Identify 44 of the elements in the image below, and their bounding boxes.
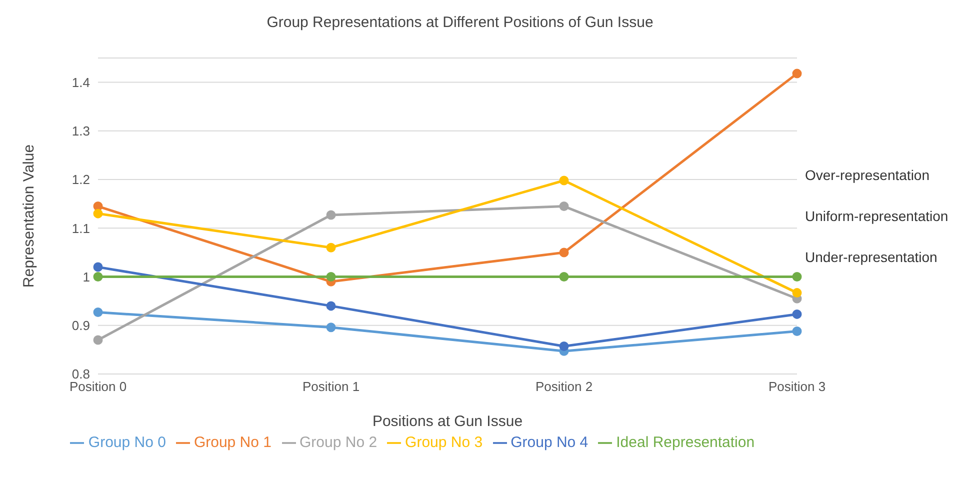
point [559, 272, 569, 282]
point [326, 210, 336, 220]
legend-label: Group No 0 [88, 434, 166, 451]
x-tick-label: Position 3 [768, 379, 826, 394]
y-tick-label: 1.4 [72, 74, 90, 90]
text: Uniform-representation [805, 207, 948, 226]
point [326, 322, 336, 332]
legend-label: Group No 2 [300, 434, 378, 451]
text: Over-representation [805, 166, 930, 185]
point [792, 309, 802, 319]
y-tick-label: 0.9 [72, 318, 90, 333]
x-tick-label: Position 1 [302, 379, 360, 394]
point [559, 342, 569, 352]
y-tick-label: 1.1 [72, 220, 90, 236]
legend-label: Group No 1 [194, 434, 272, 451]
y-tick-label: 1.2 [72, 172, 90, 188]
point [93, 208, 103, 218]
y-tick-label: 0.8 [72, 366, 90, 382]
legend-label: Group No 4 [510, 434, 588, 451]
x-tick-label: Position 2 [535, 379, 593, 394]
text: Under-representation [805, 248, 938, 268]
point [93, 262, 103, 272]
point [326, 301, 336, 311]
legend-label: Ideal Representation [616, 434, 755, 451]
legend-label: Group No 3 [405, 434, 483, 451]
point [559, 248, 569, 258]
point [792, 68, 802, 78]
point [792, 272, 802, 282]
point [792, 326, 802, 336]
point [326, 272, 336, 282]
point [93, 272, 103, 282]
chart-title: Group Representations at Different Positions of Gun Issue [266, 13, 654, 33]
point [326, 242, 336, 252]
y-tick-label: 1 [82, 269, 90, 284]
y-tick-label: 1.3 [72, 124, 90, 139]
y-axis-title: Representation Value [20, 144, 38, 288]
point [559, 202, 569, 212]
point [93, 308, 103, 318]
x-axis-title: Positions at Gun Issue [372, 413, 523, 430]
x-tick-label: Position 0 [69, 379, 127, 394]
point [93, 335, 103, 345]
point [792, 288, 802, 298]
point [93, 202, 103, 212]
point [559, 176, 569, 186]
